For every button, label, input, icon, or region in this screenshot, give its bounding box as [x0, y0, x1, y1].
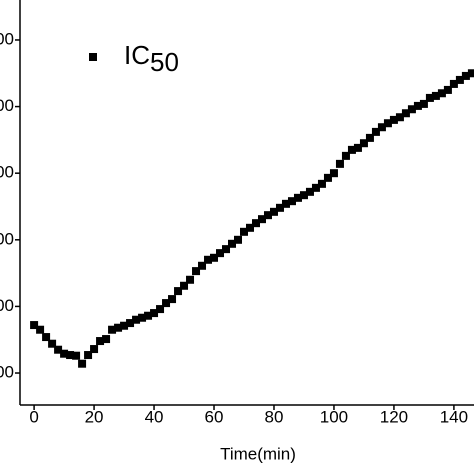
point [299, 191, 308, 200]
point [437, 89, 446, 98]
x-tick-label: 60 [205, 407, 224, 426]
legend-subscript: 50 [150, 47, 179, 77]
point [323, 173, 332, 182]
point [383, 119, 392, 128]
point [269, 207, 278, 216]
point [90, 345, 99, 354]
point [365, 133, 374, 142]
point [431, 91, 440, 100]
x-tick-label: 120 [380, 407, 408, 426]
point [455, 75, 464, 84]
point [425, 93, 434, 102]
point [168, 295, 177, 304]
point [30, 321, 39, 330]
point [275, 203, 284, 212]
point [210, 253, 219, 262]
point [78, 359, 87, 368]
point [216, 249, 225, 258]
point [180, 281, 189, 290]
point [419, 99, 428, 108]
legend-label: IC50 [124, 40, 179, 77]
point [72, 351, 81, 360]
point [162, 299, 171, 308]
x-tick-label: 100 [320, 407, 348, 426]
point [114, 323, 123, 332]
legend-text: IC [124, 40, 150, 70]
y-tick-label: 000 [0, 229, 14, 248]
point [377, 123, 386, 132]
point [407, 105, 416, 114]
point [36, 325, 45, 334]
y-tick-label: 000 [0, 163, 14, 182]
point [281, 199, 290, 208]
x-tick-label: 0 [29, 407, 38, 426]
point [335, 159, 344, 168]
point [84, 351, 93, 360]
point [347, 145, 356, 154]
y-tick-label: 000 [0, 363, 14, 382]
point [108, 325, 117, 334]
point [228, 239, 237, 248]
point [443, 85, 452, 94]
point [138, 313, 147, 322]
y-tick-label: 000 [0, 29, 14, 48]
point [461, 71, 470, 80]
y-tick-label: 000 [0, 96, 14, 115]
point [222, 245, 231, 254]
point [371, 127, 380, 136]
point [174, 287, 183, 296]
point [389, 115, 398, 124]
point [204, 255, 213, 264]
point [329, 169, 338, 178]
point [395, 113, 404, 122]
point [413, 101, 422, 110]
x-tick-label: 20 [85, 407, 104, 426]
point [449, 79, 458, 88]
point [48, 339, 57, 348]
point [126, 319, 135, 328]
x-tick-label: 40 [145, 407, 164, 426]
point [60, 349, 69, 358]
point [359, 139, 368, 148]
point [150, 309, 159, 318]
point [186, 275, 195, 284]
point [305, 187, 314, 196]
point [257, 215, 266, 224]
point [467, 69, 474, 78]
point [245, 223, 254, 232]
point [401, 109, 410, 118]
point [96, 337, 105, 346]
point [132, 315, 141, 324]
point [156, 305, 165, 314]
point [42, 333, 51, 342]
y-tick-label: 000 [0, 296, 14, 315]
point [317, 179, 326, 188]
point [102, 335, 111, 344]
point [293, 193, 302, 202]
point [54, 345, 63, 354]
point [353, 143, 362, 152]
legend-marker [89, 53, 97, 61]
point [120, 321, 129, 330]
point [341, 151, 350, 160]
x-tick-label: 80 [265, 407, 284, 426]
point [192, 267, 201, 276]
point [144, 311, 153, 320]
point [234, 235, 243, 244]
x-tick-label: 140 [440, 407, 468, 426]
point [251, 219, 260, 228]
point [311, 183, 320, 192]
point [240, 227, 249, 236]
point [198, 261, 207, 270]
point [66, 351, 75, 360]
x-axis-label: Time(min) [220, 444, 296, 463]
point [287, 197, 296, 206]
point [263, 211, 272, 220]
